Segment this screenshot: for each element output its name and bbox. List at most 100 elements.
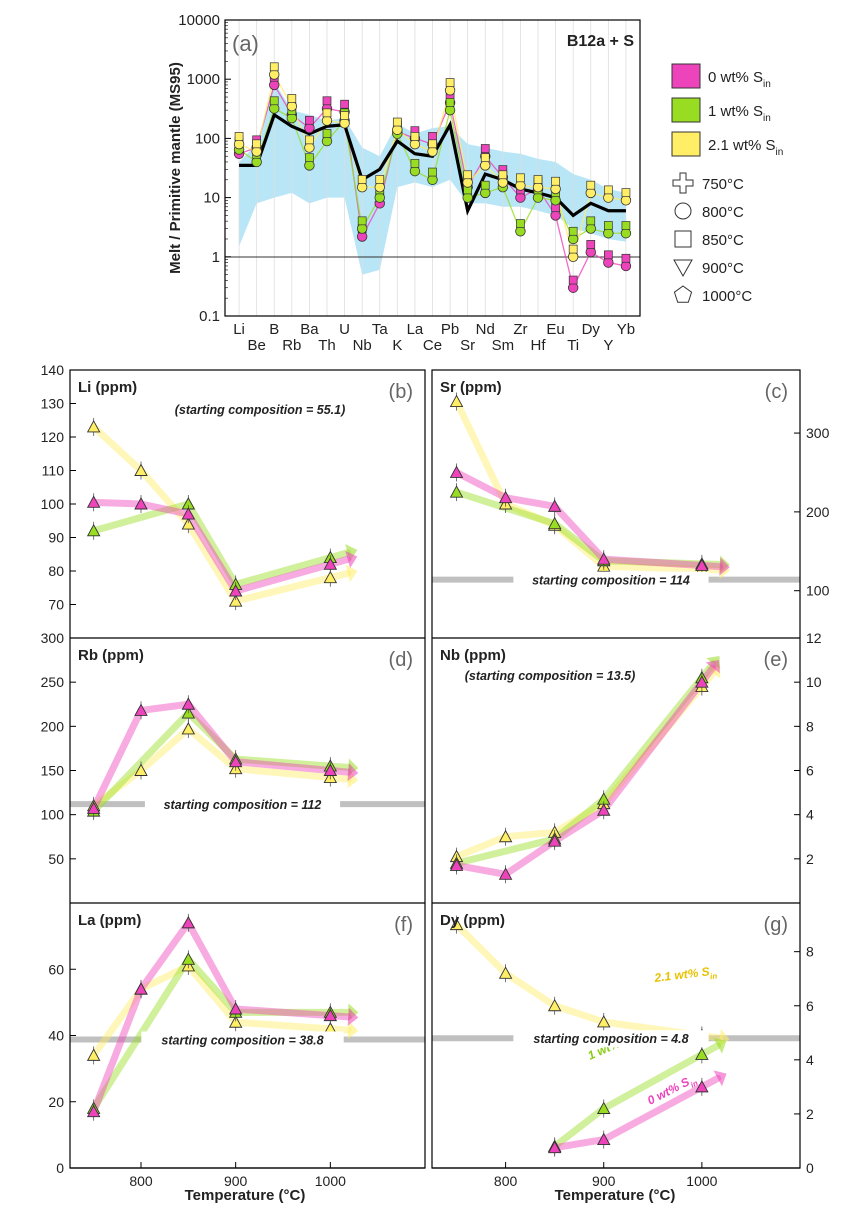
x-tick-label: 900	[224, 1173, 248, 1189]
panel-a-frame	[224, 19, 641, 317]
x-tick-label-la: La	[407, 321, 424, 338]
data-point	[428, 132, 437, 141]
trend-arrow-head	[719, 557, 730, 576]
data-point	[228, 594, 243, 607]
data-point	[409, 165, 421, 177]
data-point	[322, 129, 332, 138]
panel-label: (c)	[765, 381, 788, 403]
data-point	[516, 219, 525, 228]
panel-title: Nb (ppm)	[440, 647, 506, 664]
data-point	[586, 216, 596, 226]
starting-composition-annotation: starting composition = 38.8	[161, 1033, 323, 1047]
y-tick-label: 150	[41, 763, 65, 779]
data-point	[181, 697, 196, 710]
y-tick-label: 8	[806, 944, 814, 960]
y-tick-label: 250	[41, 674, 65, 690]
data-point	[568, 244, 578, 254]
trend-arrow-line	[90, 919, 352, 1116]
y-tick-label: 40	[48, 1028, 64, 1044]
trend-arrow-line	[90, 423, 352, 605]
y-tick-label: 20	[48, 1094, 64, 1110]
data-point	[305, 135, 314, 145]
y-tick-label: 300	[41, 630, 65, 646]
data-point	[463, 170, 473, 180]
data-point	[86, 420, 101, 433]
x-tick-label-li: Li	[233, 321, 245, 338]
data-point	[134, 463, 148, 476]
x-tick-label-yb: Yb	[617, 321, 635, 338]
starting-composition-annotation: (starting composition = 13.5)	[465, 669, 636, 683]
data-point	[409, 138, 421, 150]
y-tick-label: 6	[806, 763, 814, 779]
panel-title: Rb (ppm)	[78, 647, 144, 664]
data-point	[305, 153, 314, 163]
data-point	[621, 221, 631, 230]
data-point	[695, 1079, 709, 1093]
data-point	[547, 516, 562, 530]
y-tick-label: 100	[806, 583, 830, 599]
temperature-legend-label: 800°C	[702, 204, 744, 221]
data-point	[287, 94, 297, 103]
data-point	[621, 253, 631, 263]
data-point	[251, 146, 262, 157]
starting-composition-annotation: starting composition = 114	[532, 574, 690, 588]
data-point	[427, 146, 438, 157]
data-point	[322, 96, 332, 106]
data-point	[181, 915, 196, 929]
data-point	[480, 153, 490, 163]
data-point	[585, 223, 596, 234]
data-point	[375, 175, 385, 184]
data-point	[449, 394, 464, 407]
data-point	[181, 517, 196, 530]
data-point	[480, 180, 490, 190]
data-point	[134, 763, 148, 776]
y-tick-label: 10000	[178, 12, 220, 29]
data-point	[596, 1101, 611, 1114]
y-tick-label: 70	[48, 597, 64, 613]
temperature-symbol	[674, 230, 692, 248]
y-tick-label: 10	[806, 674, 822, 690]
panel-c: 100 200 300 Sr (ppm) (c) starting composition…	[432, 379, 830, 639]
x-tick-label-b: B	[269, 321, 279, 338]
y-tick-label: 0	[56, 1160, 64, 1176]
data-point	[498, 867, 513, 880]
x-axis-label-left: Temperature (°C)	[185, 1187, 306, 1204]
data-point	[251, 156, 262, 168]
data-point	[532, 192, 544, 203]
data-point	[551, 176, 560, 186]
data-point	[498, 490, 513, 504]
y-tick-label: 120	[41, 429, 65, 445]
data-point	[449, 917, 464, 931]
panel-label: (d)	[389, 649, 413, 671]
legend: 0 wt% Sin 1 wt% Sin 2.1 wt% Sin 750°C 800°C 8…	[671, 63, 783, 305]
x-tick-label: 1000	[315, 1173, 346, 1189]
trend-arrow-head	[705, 659, 720, 674]
y-tick-label: 2	[806, 851, 814, 867]
data-point	[585, 246, 596, 258]
data-point	[181, 507, 196, 520]
data-point	[547, 998, 562, 1012]
panel-label: (b)	[389, 381, 413, 403]
data-point	[596, 1015, 611, 1028]
data-point	[515, 192, 526, 203]
panel-e: 2 4 6 8 10 12 Nb (ppm) (e) (starting composition…	[432, 630, 822, 904]
data-point	[428, 167, 437, 177]
data-point	[323, 763, 338, 776]
data-point	[586, 240, 596, 249]
data-point	[480, 187, 491, 199]
y-tick-label: 100	[195, 130, 220, 147]
data-point	[427, 174, 438, 185]
data-point	[532, 181, 544, 193]
data-point	[134, 703, 148, 716]
trend-arrow-head	[713, 1070, 727, 1087]
data-point	[233, 138, 245, 150]
panel-label: (g)	[764, 914, 788, 936]
data-point	[444, 104, 456, 116]
data-point	[269, 69, 280, 80]
data-point	[603, 192, 614, 203]
data-point	[286, 100, 298, 112]
data-point	[568, 275, 578, 285]
temperature-legend-label: 1000°C	[702, 288, 752, 305]
data-point	[286, 112, 298, 124]
data-point	[134, 982, 148, 995]
